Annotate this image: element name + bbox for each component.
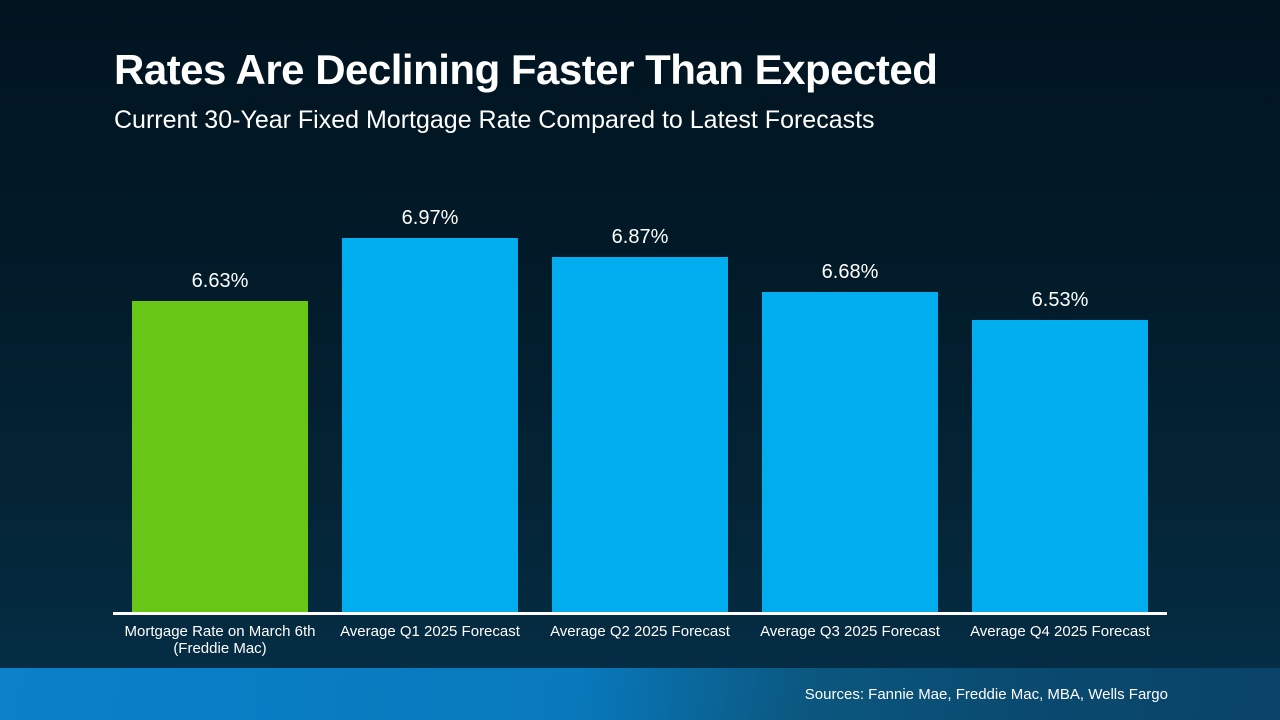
x-axis-baseline <box>113 612 1167 615</box>
x-axis-label: Average Q1 2025 Forecast <box>340 623 520 640</box>
footer-band: Sources: Fannie Mae, Freddie Mac, MBA, W… <box>0 668 1280 720</box>
x-axis-label: Average Q4 2025 Forecast <box>970 623 1150 640</box>
bar-column: 6.63% <box>115 270 325 612</box>
bar-current-rate <box>132 301 308 612</box>
bar-value-label: 6.68% <box>821 261 879 283</box>
bar-forecast <box>552 257 728 612</box>
x-axis-label: Average Q3 2025 Forecast <box>760 623 940 640</box>
page-subtitle: Current 30-Year Fixed Mortgage Rate Comp… <box>114 106 875 134</box>
page-title: Rates Are Declining Faster Than Expected <box>114 46 938 93</box>
bar-value-label: 6.53% <box>1031 289 1089 311</box>
bar-column: 6.97% <box>325 207 535 612</box>
bar-column: 6.68% <box>745 261 955 612</box>
bar-column: 6.87% <box>535 226 745 612</box>
bar-value-label: 6.97% <box>401 207 459 229</box>
sources-text: Sources: Fannie Mae, Freddie Mac, MBA, W… <box>804 685 1168 703</box>
x-axis-label: Mortgage Rate on March 6th (Freddie Mac) <box>124 623 316 658</box>
bar-column: 6.53% <box>955 289 1165 612</box>
bar-group: 6.63% 6.97% 6.87% 6.68% 6.53% <box>115 207 1165 612</box>
bar-forecast <box>762 292 938 612</box>
x-axis-labels: Mortgage Rate on March 6th (Freddie Mac)… <box>115 623 1165 658</box>
x-axis-label: Average Q2 2025 Forecast <box>550 623 730 640</box>
bar-value-label: 6.87% <box>611 226 669 248</box>
bar-value-label: 6.63% <box>191 270 249 292</box>
bar-forecast <box>342 238 518 612</box>
bar-forecast <box>972 320 1148 612</box>
